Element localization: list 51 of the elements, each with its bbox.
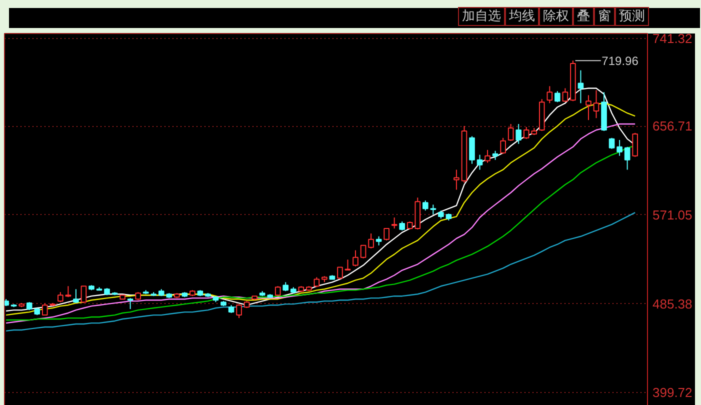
candlestick <box>554 90 560 103</box>
y-tick-label: 656.71 <box>652 118 692 134</box>
text: 叠 <box>573 7 594 26</box>
candlestick <box>469 136 475 164</box>
candlestick <box>236 304 242 319</box>
text: 除权 <box>539 7 573 26</box>
candlestick <box>352 250 358 267</box>
candlestick <box>42 302 48 316</box>
candlestick <box>127 298 134 310</box>
candlestick <box>484 149 490 164</box>
candlestick <box>492 150 498 160</box>
candlestick <box>593 90 600 119</box>
y-tick-label: 485.38 <box>652 296 692 312</box>
candlestick <box>399 220 406 231</box>
line-series <box>5 212 636 332</box>
candlestick <box>337 266 343 280</box>
candlestick <box>632 132 638 158</box>
text: 预测 <box>615 7 649 26</box>
text: 加自选 <box>458 7 505 26</box>
candlestick <box>546 86 553 104</box>
candlestick <box>314 276 320 288</box>
text: 窗 <box>594 7 615 26</box>
candlestick <box>384 228 390 241</box>
annotation: 719.96 <box>602 54 639 68</box>
candlestick <box>368 232 374 249</box>
candlestick <box>508 124 514 142</box>
candlestick <box>500 137 506 154</box>
candlestick <box>454 169 460 190</box>
candlestick <box>376 236 382 246</box>
y-tick-label: 571.05 <box>652 207 692 222</box>
candlestick <box>344 259 351 271</box>
text: 均线 <box>505 7 539 26</box>
candlestick <box>624 146 630 170</box>
candlestick <box>430 204 436 215</box>
candlestick <box>616 139 622 156</box>
candlestick <box>562 88 568 103</box>
candlestick <box>586 94 592 121</box>
candlestick <box>422 200 428 212</box>
y-tick-label: 741.32 <box>652 30 692 46</box>
candlestick <box>65 286 72 298</box>
candlestick <box>274 286 281 297</box>
candlestick <box>360 244 366 259</box>
candlestick <box>73 288 79 304</box>
candlestick <box>476 154 483 170</box>
candlestick <box>608 137 615 150</box>
candlestick <box>578 70 584 104</box>
candlestick <box>516 124 522 144</box>
candlestick <box>391 217 398 229</box>
candlestick <box>80 286 87 304</box>
y-tick-label: 399.72 <box>652 385 692 400</box>
candlestick <box>58 292 64 303</box>
